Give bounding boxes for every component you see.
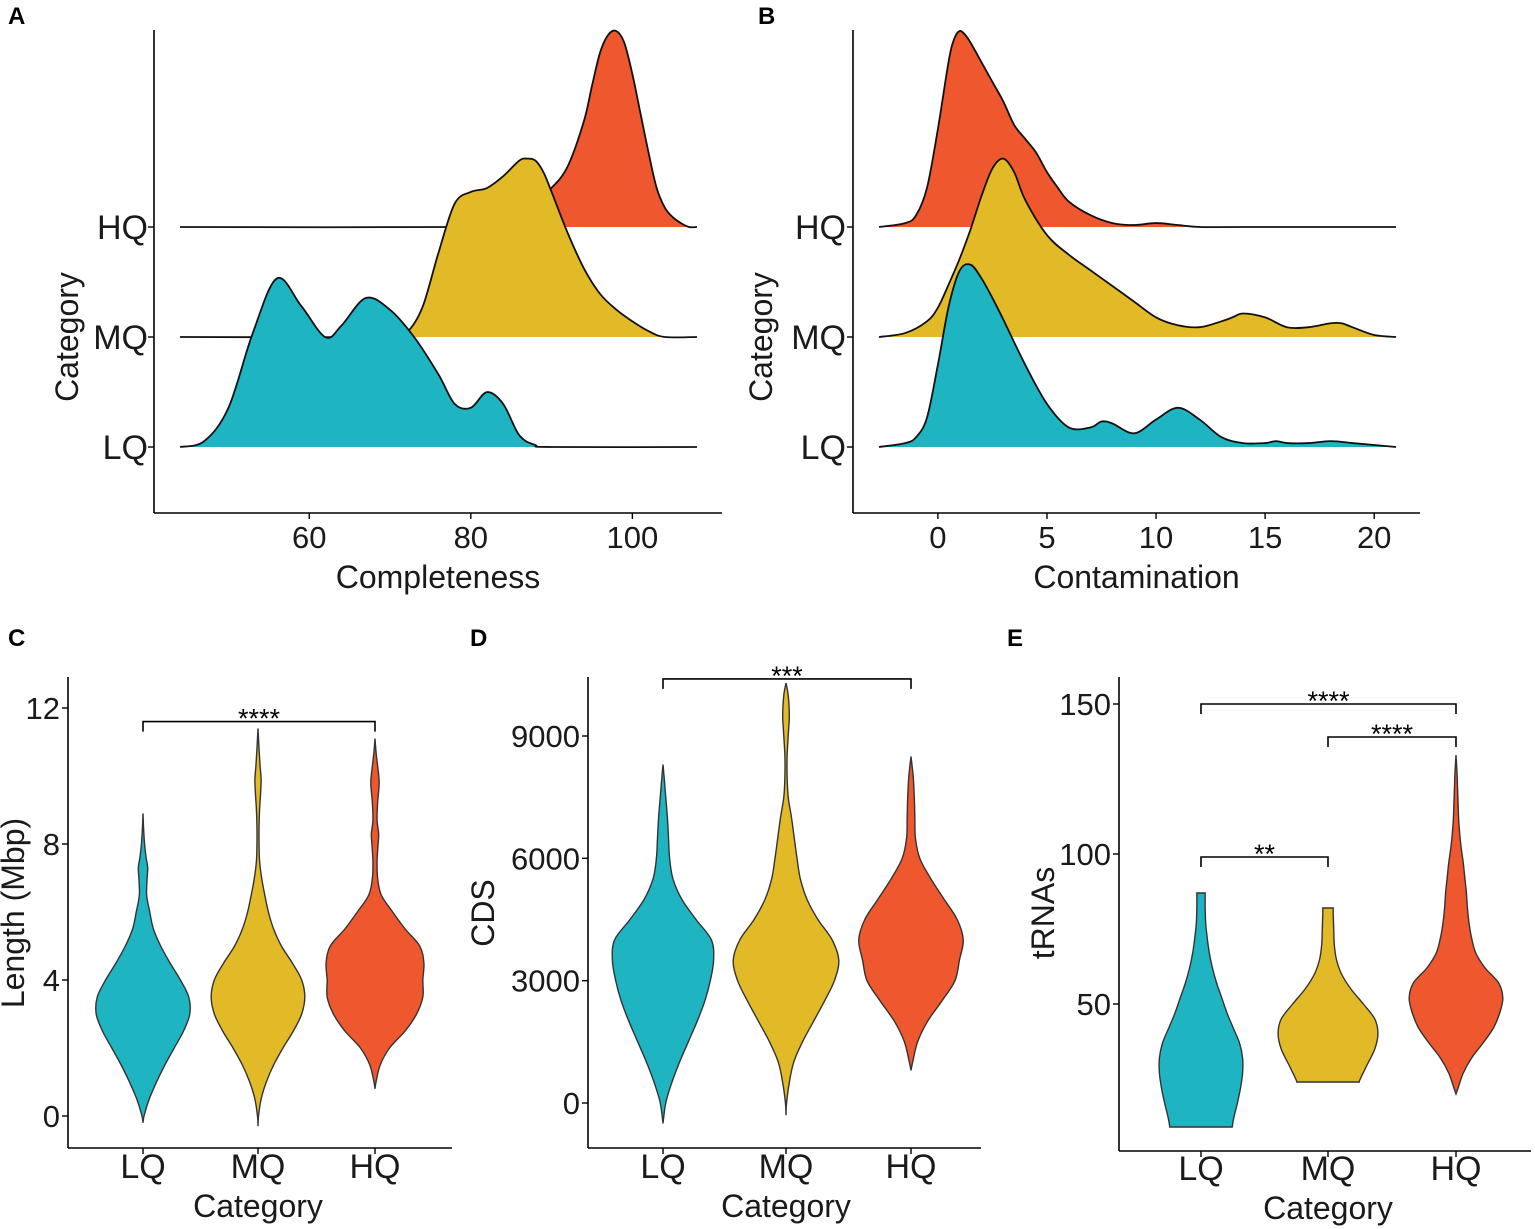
significance-bracket bbox=[662, 678, 912, 689]
y-tick-label: 8 bbox=[43, 827, 60, 862]
violin-mq bbox=[732, 682, 840, 1116]
x-tick-label: 80 bbox=[454, 520, 488, 555]
y-axis-title: Category bbox=[743, 272, 779, 402]
violin-lq bbox=[95, 813, 191, 1123]
y-tick-label: 4 bbox=[43, 963, 60, 998]
y-axis-title: tRNAs bbox=[1025, 867, 1061, 959]
violin-mq bbox=[210, 728, 306, 1127]
x-axis-title: Category bbox=[193, 1188, 323, 1224]
x-tick-label-mq: MQ bbox=[759, 1148, 814, 1186]
x-axis-title: Completeness bbox=[336, 559, 541, 595]
x-axis-title: Contamination bbox=[1033, 559, 1239, 595]
x-tick-label-mq: MQ bbox=[231, 1148, 286, 1186]
y-tick-label-hq: HQ bbox=[795, 209, 846, 247]
ridge-line-mq bbox=[179, 157, 698, 339]
y-tick-label: 0 bbox=[43, 1099, 60, 1134]
ridge-fill-mq bbox=[879, 158, 1396, 337]
x-tick-label: 20 bbox=[1357, 520, 1391, 555]
panel-letter: C bbox=[8, 625, 25, 652]
ridge-line-hq bbox=[878, 30, 1396, 229]
significance-bracket bbox=[1200, 703, 1457, 714]
panel-letter: A bbox=[8, 3, 25, 30]
y-tick-label-lq: LQ bbox=[103, 429, 148, 467]
panel-letter: D bbox=[470, 625, 487, 652]
y-tick-label: 12 bbox=[26, 691, 60, 726]
violin-hq bbox=[1408, 754, 1504, 1097]
significance-label: *** bbox=[771, 661, 803, 691]
significance-bracket bbox=[1327, 736, 1457, 747]
x-tick-label-lq: LQ bbox=[1178, 1150, 1223, 1188]
ridge-fill-lq bbox=[879, 264, 1396, 447]
significance-bracket bbox=[1200, 856, 1329, 867]
y-tick-label: 150 bbox=[1059, 687, 1111, 722]
violin-hq bbox=[325, 738, 425, 1089]
x-axis-title: Category bbox=[1263, 1190, 1393, 1226]
y-tick-label-mq: MQ bbox=[93, 319, 148, 357]
y-tick-label: 6000 bbox=[511, 841, 580, 876]
ridge-fill-hq bbox=[879, 30, 1396, 228]
x-tick-label-hq: HQ bbox=[350, 1148, 401, 1186]
panel-d-violin: D *** 0 3000 6000 9000 LQ MQ HQ Category CDS bbox=[465, 625, 981, 1224]
y-tick-label-lq: LQ bbox=[801, 429, 846, 467]
ridge-fill-mq bbox=[180, 158, 697, 338]
significance-label: ** bbox=[1254, 839, 1276, 869]
x-tick-label: 5 bbox=[1038, 520, 1055, 555]
violin-mq bbox=[1277, 907, 1379, 1083]
y-tick-label: 9000 bbox=[511, 719, 580, 754]
panel-letter: B bbox=[758, 3, 775, 30]
x-tick-label: 15 bbox=[1248, 520, 1282, 555]
x-tick-label-mq: MQ bbox=[1301, 1150, 1356, 1188]
x-tick-label-lq: LQ bbox=[640, 1148, 685, 1186]
x-tick-label: 100 bbox=[607, 520, 659, 555]
y-tick-label: 50 bbox=[1077, 987, 1111, 1022]
significance-bracket bbox=[142, 720, 376, 732]
ridge-line-mq bbox=[878, 157, 1397, 338]
y-tick-label-mq: MQ bbox=[791, 319, 846, 357]
violin-hq bbox=[858, 756, 964, 1071]
significance-label: **** bbox=[1307, 686, 1350, 716]
x-tick-label-lq: LQ bbox=[120, 1148, 165, 1186]
y-tick-label-hq: HQ bbox=[97, 209, 148, 247]
x-tick-label: 10 bbox=[1139, 520, 1173, 555]
x-tick-label: 60 bbox=[292, 520, 326, 555]
violin-lq bbox=[1158, 892, 1244, 1128]
x-tick-label-hq: HQ bbox=[886, 1148, 937, 1186]
x-axis-title: Category bbox=[721, 1188, 851, 1224]
y-axis-title: Category bbox=[49, 272, 85, 402]
significance-label: **** bbox=[238, 704, 281, 734]
significance-label: **** bbox=[1371, 719, 1414, 749]
panel-c-violin: C **** 0 4 8 12 LQ MQ HQ Category Length (Mbp) bbox=[0, 625, 452, 1224]
y-tick-label: 100 bbox=[1059, 837, 1111, 872]
y-tick-label: 0 bbox=[563, 1086, 580, 1121]
panel-letter: E bbox=[1007, 625, 1023, 652]
panel-b-ridgeline: B LQ MQ HQ 0 5 10 15 20 Contamination Category bbox=[743, 3, 1420, 595]
y-tick-label: 3000 bbox=[511, 964, 580, 999]
panel-a-ridgeline: A LQ MQ HQ 60 80 100 Completeness Category bbox=[8, 3, 722, 595]
ridge-fill-lq bbox=[180, 277, 697, 448]
ridge-fill-hq bbox=[180, 30, 697, 228]
ridge-line-lq bbox=[179, 277, 698, 449]
x-tick-label-hq: HQ bbox=[1431, 1150, 1482, 1188]
violin-lq bbox=[611, 764, 715, 1124]
x-tick-label: 0 bbox=[929, 520, 946, 555]
y-axis-title: CDS bbox=[465, 879, 501, 947]
y-axis-title: Length (Mbp) bbox=[0, 818, 31, 1008]
ridge-line-lq bbox=[878, 263, 1397, 448]
